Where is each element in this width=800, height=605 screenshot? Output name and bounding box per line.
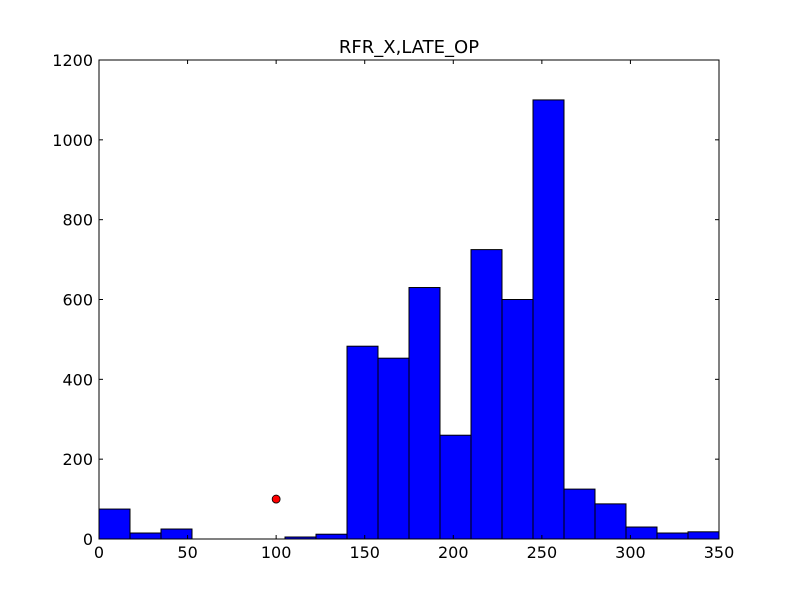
histogram-bar	[439, 434, 472, 540]
bars-layer	[98, 99, 720, 540]
histogram-bar	[656, 532, 689, 540]
x-tick-label: 300	[615, 543, 646, 562]
y-tick-label: 600	[62, 291, 93, 310]
chart-title: RFR_X,LATE_OP	[339, 37, 479, 58]
histogram-bar	[315, 533, 348, 540]
y-tick-label: 400	[62, 370, 93, 389]
histogram-bar	[687, 531, 720, 540]
histogram-bar	[532, 99, 565, 540]
histogram-bar	[408, 287, 441, 540]
x-tick-label: 350	[704, 543, 735, 562]
y-tick-label: 1000	[52, 131, 93, 150]
histogram-bar	[470, 249, 503, 540]
x-tick-label: 100	[261, 543, 292, 562]
x-tick-label: 200	[438, 543, 469, 562]
histogram-bar	[377, 357, 410, 540]
ticks-layer: 0 50 100 150 200 250 300 350 0 200 400 600 800 1000 12…	[52, 51, 734, 562]
x-tick-label: 150	[349, 543, 380, 562]
histogram-bar	[98, 508, 131, 540]
histogram-bar	[501, 299, 534, 540]
y-tick-label: 200	[62, 450, 93, 469]
x-tick-label: 250	[527, 543, 558, 562]
histogram-bar	[346, 345, 379, 540]
histogram-bar	[563, 488, 596, 540]
x-tick-label: 0	[94, 543, 104, 562]
y-tick-label: 1200	[52, 51, 93, 70]
marker-layer	[271, 494, 281, 504]
y-tick-label: 0	[83, 530, 93, 549]
histogram-bar	[129, 532, 162, 540]
x-tick-label: 50	[177, 543, 197, 562]
histogram-bar	[594, 503, 627, 540]
highlight-marker	[271, 494, 281, 504]
y-tick-label: 800	[62, 211, 93, 230]
